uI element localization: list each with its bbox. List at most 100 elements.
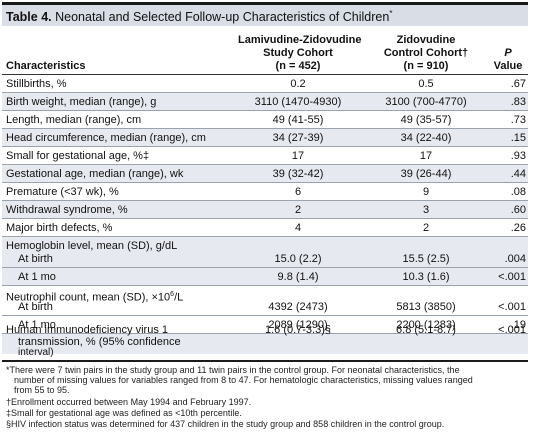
study-value: 49 (41-55) — [272, 114, 324, 126]
p-value: <.001 — [498, 324, 526, 336]
footnote: †Enrollment occurred between May 1994 an… — [6, 397, 252, 407]
row-divider — [2, 200, 528, 201]
table-row: Gestational age, median (range), wk 39 (… — [2, 165, 528, 182]
row-divider — [2, 182, 528, 183]
p-value: .67 — [510, 78, 526, 90]
table-row: Birth weight, median (range), g 3110 (14… — [2, 93, 528, 110]
table-row-hemoglobin: Hemoglobin level, mean (SD), g/dL At bir… — [2, 237, 528, 267]
table-row: Small for gestational age, %‡ 17 17 .93 — [2, 147, 528, 164]
p-value: .004 — [504, 253, 526, 265]
control-value: 49 (35-57) — [400, 114, 452, 126]
row-label: Withdrawal syndrome, % — [6, 204, 128, 216]
row-label: Stillbirths, % — [6, 78, 67, 90]
control-value: 9 — [422, 186, 430, 198]
table-title-bar: Table 4. Neonatal and Selected Follow-up… — [2, 2, 528, 26]
control-value: 39 (26-44) — [400, 168, 452, 180]
header-study-line2: Study Cohort — [263, 47, 333, 59]
table-row: Premature (<37 wk), % 6 9 .08 — [2, 183, 528, 200]
row-label-line3: interval) — [18, 347, 54, 358]
p-value: .19 — [510, 319, 526, 331]
row-divider — [2, 164, 528, 165]
footnote: §HIV infection status was determined for… — [6, 419, 445, 429]
table-row: Head circumference, median (range), cm 3… — [2, 129, 528, 146]
row-divider — [2, 236, 528, 237]
header-control-line3: (n = 910) — [403, 60, 449, 72]
header-study-line1: Lamivudine-Zidovudine — [238, 34, 362, 46]
table-row: Stillbirths, % 0.2 0.5 .67 — [2, 75, 528, 92]
footnote: *There were 7 twin pairs in the study gr… — [6, 365, 460, 375]
sub-label: At 1 mo — [18, 319, 56, 331]
p-value: <.001 — [498, 271, 526, 283]
table-row: Major birth defects, % 4 2 .26 — [2, 219, 528, 236]
control-value: 2200 (1283) — [396, 319, 456, 331]
study-value: 3110 (1470-4930) — [254, 96, 342, 108]
row-divider — [2, 110, 528, 111]
footnote: from 55 to 95. — [14, 385, 70, 395]
control-value: 5813 (3850) — [396, 301, 456, 313]
p-value: .83 — [510, 96, 526, 108]
row-label: Major birth defects, % — [6, 222, 113, 234]
study-value: 9.8 (1.4) — [277, 271, 319, 283]
control-value: 2 — [422, 222, 430, 234]
study-value: 15.0 (2.2) — [274, 253, 322, 265]
sub-label: At 1 mo — [18, 271, 56, 283]
p-value: .93 — [510, 150, 526, 162]
study-value: 4392 (2473) — [268, 301, 328, 313]
header-characteristics: Characteristics — [6, 60, 86, 72]
row-divider — [2, 267, 528, 268]
table-figure: Table 4. Neonatal and Selected Follow-up… — [2, 2, 528, 436]
row-divider — [2, 333, 528, 334]
header-control-line1: Zidovudine — [396, 34, 456, 46]
row-label: Birth weight, median (range), g — [6, 96, 157, 108]
row-divider — [2, 218, 528, 219]
p-value: .15 — [510, 132, 526, 144]
row-divider — [2, 315, 528, 316]
study-value: 39 (32-42) — [272, 168, 324, 180]
table-row: Withdrawal syndrome, % 2 3 .60 — [2, 201, 528, 218]
control-value: 0.5 — [418, 78, 434, 90]
study-value: 6 — [294, 186, 302, 198]
control-value: 3 — [422, 204, 430, 216]
row-divider — [2, 146, 528, 147]
header-p-line2: Value — [493, 60, 523, 72]
p-value: .73 — [510, 114, 526, 126]
table-row-hiv — [2, 334, 528, 354]
footnote: ‡Small for gestational age was defined a… — [6, 408, 242, 418]
study-value: 2089 (1290) — [268, 319, 328, 331]
row-label: Length, median (range), cm — [6, 114, 142, 126]
p-value: <.001 — [498, 301, 526, 313]
p-value: .26 — [510, 222, 526, 234]
p-value: .60 — [510, 204, 526, 216]
table-bottom-rule — [2, 360, 528, 362]
row-label-line2: transmission, % (95% confidence — [18, 336, 181, 348]
row-divider — [2, 92, 528, 93]
study-value: 4 — [294, 222, 302, 234]
table-row-neutrophil: Neutrophil count, mean (SD), ×106/L At b… — [2, 286, 528, 315]
sub-label: At birth — [18, 253, 53, 265]
header-p-line1: P — [504, 47, 512, 59]
table-row: At 1 mo 2089 (1290) 2200 (1283) .19 — [2, 316, 528, 333]
control-value: 10.3 (1.6) — [402, 271, 450, 283]
control-value: 17 — [419, 150, 433, 162]
study-value: 17 — [291, 150, 305, 162]
p-value: .08 — [510, 186, 526, 198]
study-value: 34 (27-39) — [272, 132, 324, 144]
control-value: 6.8 (5.1-8.7) — [396, 324, 456, 336]
row-divider — [2, 128, 528, 129]
sub-label: At birth — [18, 301, 53, 313]
study-value: 1.6 (0.7-3.3)§ — [264, 324, 332, 336]
table-title: Table 4. Neonatal and Selected Follow-up… — [6, 9, 393, 25]
header-study-line3: (n = 452) — [275, 60, 321, 72]
study-value: 0.2 — [290, 78, 306, 90]
row-label-line1: Human immunodeficiency virus 1 — [6, 324, 169, 336]
table-row: At 1 mo 9.8 (1.4) 10.3 (1.6) <.001 — [2, 268, 528, 285]
row-label: Head circumference, median (range), cm — [6, 132, 206, 144]
row-label: Small for gestational age, %‡ — [6, 150, 150, 162]
row-label: Neutrophil count, mean (SD), ×106/L — [6, 291, 184, 304]
footnote: number of missing values for variables r… — [14, 375, 473, 385]
row-label: Hemoglobin level, mean (SD), g/dL — [6, 240, 178, 252]
table-row: Length, median (range), cm 49 (41-55) 49… — [2, 111, 528, 128]
row-divider — [2, 285, 528, 286]
header-rule — [2, 74, 528, 75]
control-value: 15.5 (2.5) — [402, 253, 450, 265]
